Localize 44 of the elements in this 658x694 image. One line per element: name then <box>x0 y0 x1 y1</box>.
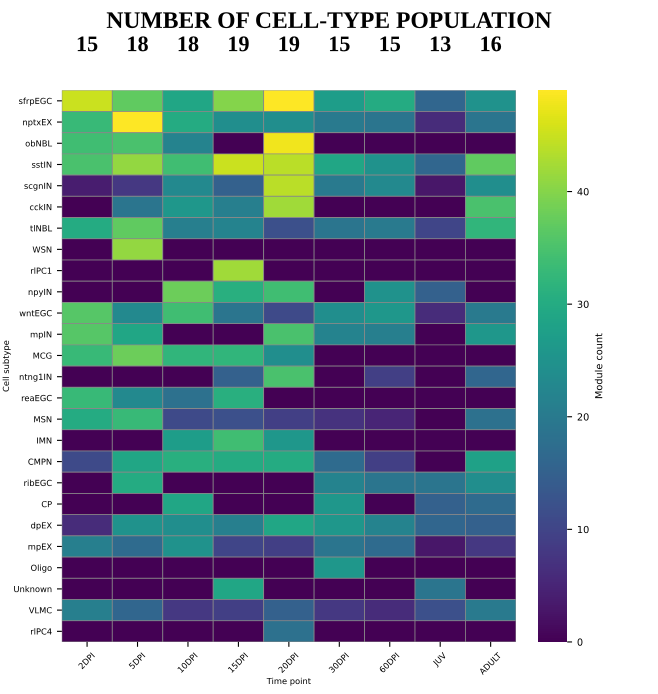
y-tick-label: npyIN <box>28 288 52 297</box>
y-tick-label: rlPC4 <box>31 628 52 635</box>
y-tick-label: Unknown <box>14 586 52 592</box>
y-tick-label: sstIN <box>32 162 52 168</box>
y-axis-title: Cell subtype <box>2 340 11 392</box>
y-tick-label: reaEGC <box>22 394 52 402</box>
y-tick-label: ribEGC <box>24 480 52 486</box>
y-tick-label: cckIN <box>30 204 52 210</box>
color-bar-label: 20 <box>578 413 589 421</box>
text: 19 <box>280 36 300 52</box>
color-bar-label: 40 <box>577 188 589 196</box>
y-tick-label: WSN <box>32 246 52 253</box>
y-tick-label: CMPN <box>28 458 52 465</box>
y-tick-label: tlNBL <box>30 224 52 232</box>
text: 13 <box>430 36 451 52</box>
y-tick-label: scgnIN <box>24 182 52 191</box>
chart-title: NUMBER OF CELL-TYPE POPULATION <box>106 12 552 28</box>
text: 15 <box>330 36 350 52</box>
y-tick-label: CP <box>42 501 52 508</box>
y-tick-label: sfrpEGC <box>19 98 52 106</box>
y-tick-label: dpEX <box>31 522 52 530</box>
y-tick-label: VLMC <box>28 607 52 614</box>
y-tick-label: IMN <box>37 437 52 444</box>
y-tick-label: obNBL <box>26 140 52 147</box>
text: 16 <box>481 36 502 52</box>
y-tick-label: ntng1IN <box>20 374 52 382</box>
text: 18 <box>178 36 198 52</box>
y-tick-label: rlPC1 <box>31 267 52 274</box>
y-tick-label: nptxEX <box>23 119 52 127</box>
y-tick-label: wntEGC <box>20 310 52 316</box>
text: 19 <box>229 36 249 52</box>
y-tick-label: mpIN <box>30 331 52 340</box>
y-tick-label: MCG <box>33 352 52 359</box>
color-bar-label: 0 <box>578 638 582 646</box>
y-tick-label: MSN <box>34 416 52 422</box>
text: 15 <box>78 36 98 52</box>
text: 18 <box>128 36 148 52</box>
text: 15 <box>380 36 400 52</box>
y-tick-label: mpEX <box>28 544 52 552</box>
color-bar-label: 10 <box>578 526 589 534</box>
color-bar-title: Module count <box>594 333 602 398</box>
y-tick-label: Oligo <box>31 564 52 573</box>
x-axis-title: Time point <box>266 678 311 686</box>
color-bar-label: 30 <box>578 300 589 308</box>
